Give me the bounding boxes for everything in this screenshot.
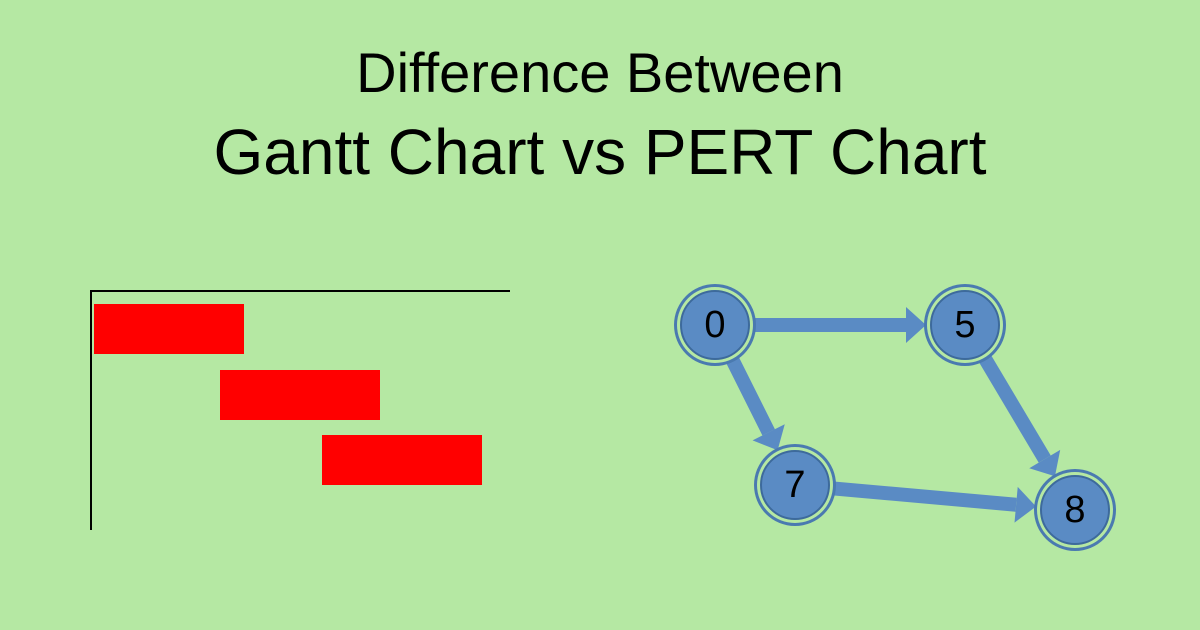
gantt-bar-0	[94, 304, 244, 354]
title-line-2: Gantt Chart vs PERT Chart	[0, 115, 1200, 189]
pert-node-label: 0	[704, 304, 725, 347]
title-line-1: Difference Between	[0, 40, 1200, 105]
pert-node-8: 8	[1040, 475, 1110, 545]
gantt-x-axis	[90, 290, 510, 292]
pert-chart: 0 5 7 8	[640, 280, 1160, 600]
pert-node-7: 7	[760, 450, 830, 520]
pert-node-label: 7	[784, 464, 805, 507]
gantt-chart	[90, 290, 530, 550]
pert-node-label: 5	[954, 304, 975, 347]
pert-node-0: 0	[680, 290, 750, 360]
gantt-y-axis	[90, 290, 92, 530]
pert-edge-n7-n8	[795, 485, 1075, 510]
pert-node-label: 8	[1064, 489, 1085, 532]
pert-node-5: 5	[930, 290, 1000, 360]
gantt-bar-1	[220, 370, 380, 420]
gantt-bar-2	[322, 435, 482, 485]
infographic-canvas: Difference Between Gantt Chart vs PERT C…	[0, 0, 1200, 630]
